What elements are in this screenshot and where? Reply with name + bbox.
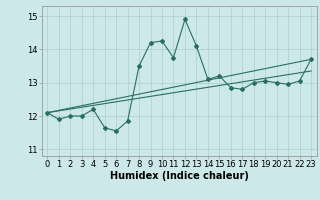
X-axis label: Humidex (Indice chaleur): Humidex (Indice chaleur) — [110, 171, 249, 181]
